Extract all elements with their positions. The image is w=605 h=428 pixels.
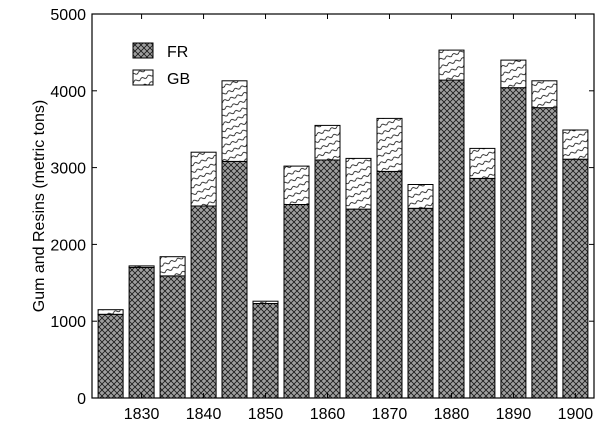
bar-gb-1900 <box>562 129 589 160</box>
x-tick-label: 1880 <box>434 406 470 423</box>
y-tick-label: 5000 <box>50 7 86 24</box>
bar-fr-1860 <box>314 159 341 399</box>
bar-fr-1840 <box>190 205 217 399</box>
bar-gb-1870 <box>376 117 403 172</box>
bar-gb-1840 <box>190 151 217 207</box>
bar-fr-1850 <box>252 303 279 399</box>
bar-fr-1845 <box>221 161 248 399</box>
bar-fr-1895 <box>531 107 558 399</box>
bar-fr-1890 <box>500 87 527 399</box>
y-tick-label: 1000 <box>50 314 86 331</box>
bar-gb-1860 <box>314 124 341 161</box>
bar-gb-1855 <box>283 165 310 206</box>
bar-fr-1885 <box>469 177 496 399</box>
bar-fr-1870 <box>376 170 403 399</box>
bar-gb-1865 <box>345 157 372 210</box>
x-tick-label: 1870 <box>372 406 408 423</box>
x-axis-ticks: 1830 1840 1850 1860 1870 1880 1890 1900 <box>124 14 594 423</box>
bar-gb-1895 <box>531 80 558 109</box>
x-tick-label: 1890 <box>496 406 532 423</box>
bar-gb-1850 <box>252 300 279 305</box>
bar-gb-1845 <box>221 80 248 162</box>
bar-gb-1890 <box>500 59 527 89</box>
y-tick-label: 0 <box>77 391 86 408</box>
bar-gb-1830 <box>128 265 155 268</box>
bar-gb-1835 <box>159 256 186 277</box>
bar-fr-1855 <box>283 204 310 399</box>
bar-gb-1885 <box>469 147 496 179</box>
y-axis-label: Gum and Resins (metric tons) <box>31 100 48 313</box>
x-tick-label: 1900 <box>558 406 594 423</box>
legend: FR GB <box>132 42 190 88</box>
legend-label-fr: FR <box>167 44 188 61</box>
x-tick-label: 1830 <box>124 406 160 423</box>
x-tick-label: 1850 <box>248 406 284 423</box>
bar-gb-1875 <box>407 184 434 209</box>
bar-fr-1880 <box>438 79 465 399</box>
bar-fr-1830 <box>128 266 155 399</box>
bars <box>97 49 589 399</box>
bar-fr-1865 <box>345 208 372 399</box>
legend-label-gb: GB <box>167 71 190 88</box>
y-tick-label: 3000 <box>50 161 86 178</box>
y-axis-ticks: 0 1000 2000 3000 4000 5000 <box>50 7 594 408</box>
legend-swatch-fr <box>132 42 154 59</box>
bar-gb-1880 <box>438 49 465 81</box>
plot-frame <box>91 13 595 399</box>
y-tick-label: 4000 <box>50 84 86 101</box>
bar-fr-1900 <box>562 158 589 399</box>
y-tick-label: 2000 <box>50 237 86 254</box>
bar-gb-1825 <box>97 309 124 315</box>
bar-fr-1835 <box>159 275 186 399</box>
x-tick-label: 1860 <box>310 406 346 423</box>
bar-fr-1875 <box>407 207 434 399</box>
x-tick-label: 1840 <box>186 406 222 423</box>
legend-swatch-gb <box>132 69 154 86</box>
bar-fr-1825 <box>97 313 124 399</box>
